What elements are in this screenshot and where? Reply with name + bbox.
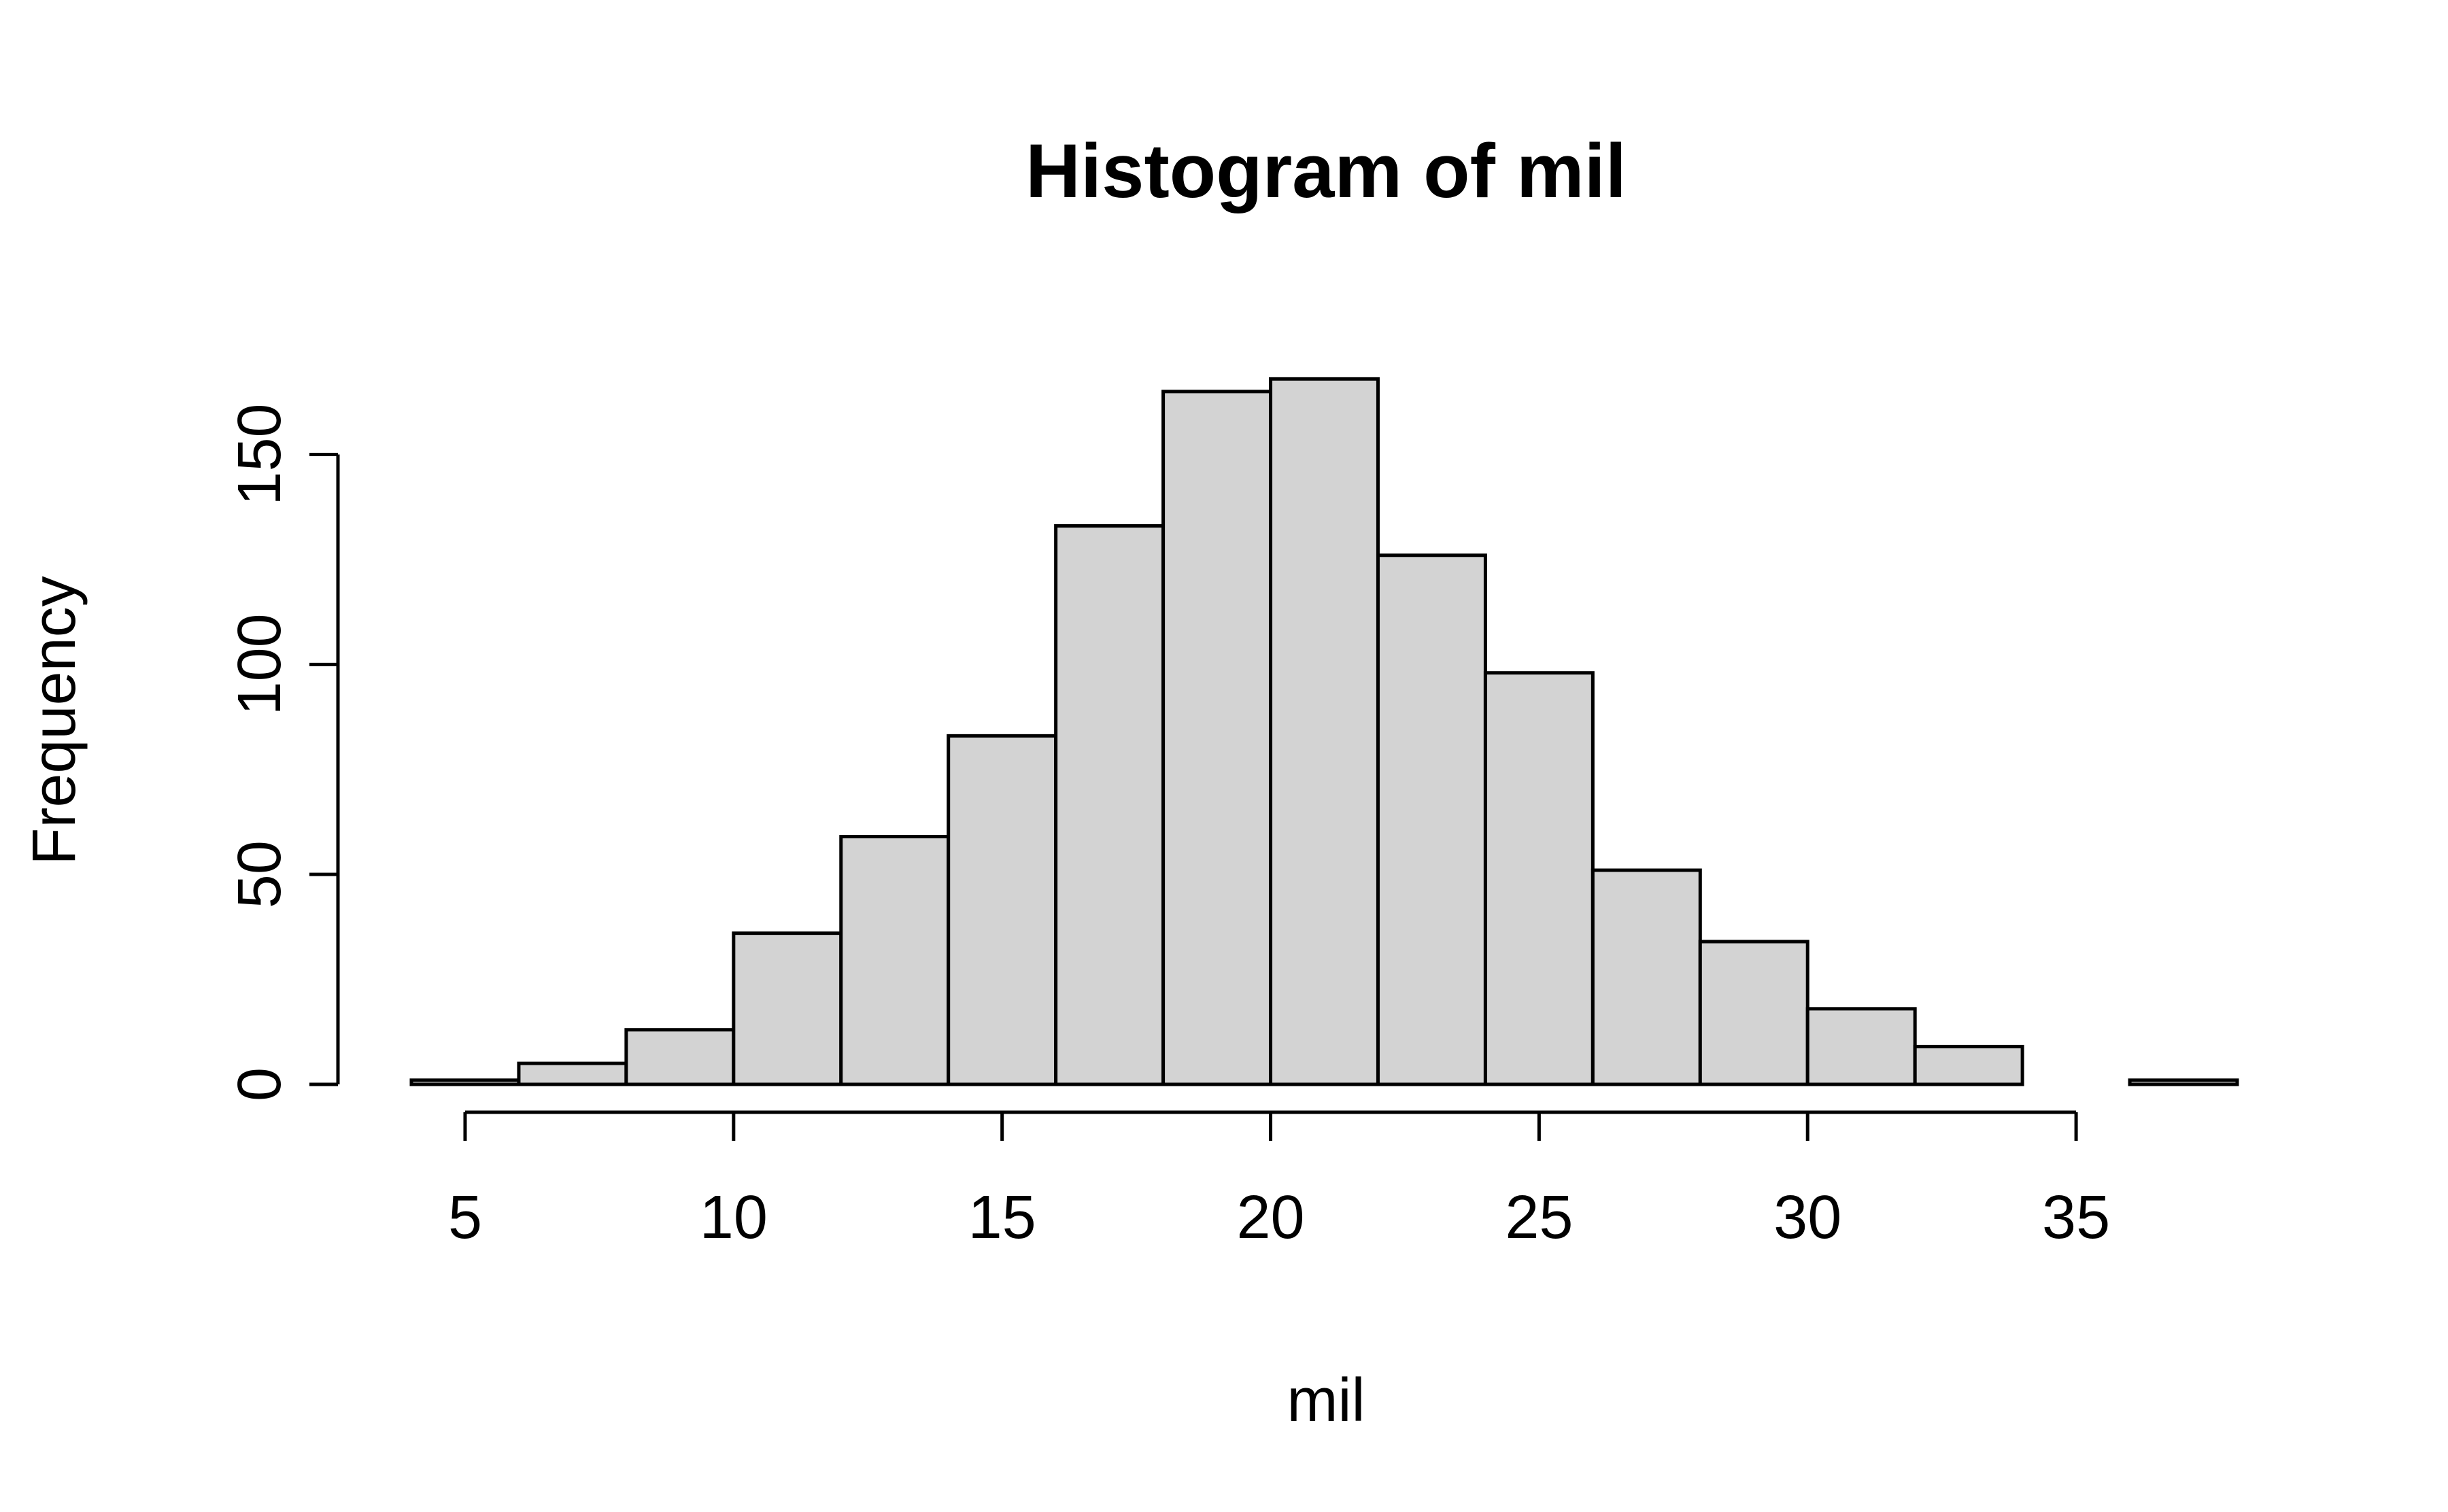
y-tick-label: 150 (226, 403, 294, 505)
x-axis-label: mil (1287, 1367, 1365, 1434)
x-tick-label: 25 (1505, 1184, 1573, 1252)
y-tick-label: 100 (226, 613, 294, 715)
histogram-bar (1269, 377, 1380, 1086)
x-tick-label: 30 (1773, 1184, 1841, 1252)
histogram-bar (1805, 1007, 1917, 1086)
x-tick-label: 35 (2042, 1184, 2110, 1252)
x-tick-label: 10 (700, 1184, 768, 1252)
histogram-bar (1483, 671, 1595, 1086)
histogram-bar (409, 1078, 521, 1086)
histogram-bar (1913, 1044, 2024, 1086)
histogram-bar (1161, 390, 1273, 1086)
x-tick-label: 20 (1236, 1184, 1304, 1252)
histogram-bar (624, 1028, 736, 1086)
histogram-bar (839, 835, 951, 1086)
x-tick-label: 5 (448, 1184, 482, 1252)
histogram-bar (1591, 868, 1702, 1086)
y-tick-label: 0 (226, 1067, 294, 1101)
x-axis: 5 10 15 20 25 30 35 (448, 1110, 2110, 1252)
histogram-bar (517, 1061, 628, 1086)
histogram-bar (2128, 1078, 2239, 1086)
bar-group (409, 377, 2239, 1086)
x-tick-label: 15 (968, 1184, 1036, 1252)
histogram-bar (1376, 553, 1487, 1086)
chart-title: Histogram of mil (1025, 128, 1627, 213)
histogram-bar (732, 931, 843, 1086)
histogram-bar (947, 734, 1058, 1086)
histogram-bar (1054, 524, 1166, 1086)
y-axis: 0 50 100 150 (226, 403, 340, 1101)
y-tick-label: 50 (226, 840, 294, 908)
y-axis-label: Frequency (20, 576, 88, 865)
histogram-bar (1698, 940, 1809, 1086)
